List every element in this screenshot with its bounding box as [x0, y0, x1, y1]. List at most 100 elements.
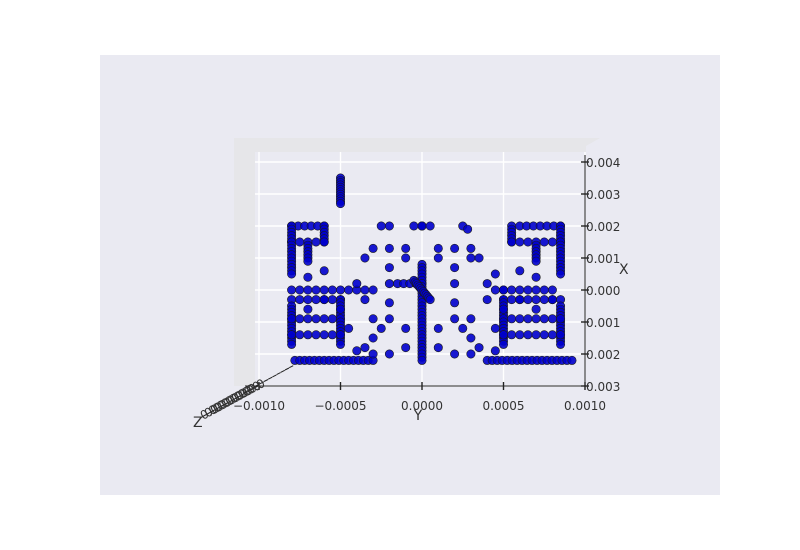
- data-point: [369, 350, 377, 358]
- data-point: [532, 257, 540, 265]
- data-point: [296, 295, 304, 303]
- data-point: [336, 305, 344, 313]
- data-point: [369, 286, 377, 294]
- data-point: [467, 315, 475, 323]
- data-point: [361, 343, 369, 351]
- data-point: [304, 315, 312, 323]
- data-point: [556, 315, 564, 323]
- data-point: [320, 331, 328, 339]
- data-point: [540, 286, 548, 294]
- data-point: [450, 299, 458, 307]
- z-axis-title: Z: [193, 415, 203, 431]
- y-axis-tick-label: 0.0005: [483, 399, 525, 413]
- data-point: [320, 286, 328, 294]
- data-point: [320, 315, 328, 323]
- data-point: [385, 299, 393, 307]
- data-point: [483, 279, 491, 287]
- x-axis-tick-label: 0.004: [586, 156, 620, 170]
- data-point: [516, 295, 524, 303]
- data-point: [385, 263, 393, 271]
- x-axis-title: X: [619, 262, 629, 278]
- data-point: [402, 254, 410, 262]
- data-point: [296, 315, 304, 323]
- x-axis-tick-label: 0.002: [586, 220, 620, 234]
- data-point: [532, 295, 540, 303]
- data-point: [507, 286, 515, 294]
- data-point: [287, 286, 295, 294]
- data-point: [524, 238, 532, 246]
- data-point: [516, 286, 524, 294]
- data-point: [402, 343, 410, 351]
- data-point: [507, 238, 515, 246]
- data-point: [361, 286, 369, 294]
- data-point: [336, 340, 344, 348]
- data-point: [426, 295, 434, 303]
- x-axis-tick-label: 0.003: [586, 380, 620, 394]
- data-point: [540, 238, 548, 246]
- data-point: [320, 267, 328, 275]
- data-point: [516, 315, 524, 323]
- data-point: [483, 295, 491, 303]
- data-point: [320, 295, 328, 303]
- data-point: [434, 324, 442, 332]
- data-point: [532, 315, 540, 323]
- data-point: [312, 286, 320, 294]
- data-point: [361, 295, 369, 303]
- data-point: [548, 315, 556, 323]
- data-point: [434, 244, 442, 252]
- data-point: [369, 244, 377, 252]
- data-point: [328, 286, 336, 294]
- data-point: [377, 222, 385, 230]
- data-point: [287, 315, 295, 323]
- data-point: [556, 340, 564, 348]
- data-point: [344, 286, 352, 294]
- data-point: [516, 267, 524, 275]
- data-point: [402, 324, 410, 332]
- data-point: [385, 279, 393, 287]
- data-point: [499, 340, 507, 348]
- data-point: [540, 315, 548, 323]
- data-point: [459, 324, 467, 332]
- x-axis-tick-label: 0.001: [586, 316, 620, 330]
- data-point: [491, 270, 499, 278]
- data-point: [450, 350, 458, 358]
- data-point: [556, 331, 564, 339]
- data-point: [548, 295, 556, 303]
- data-point: [418, 356, 426, 364]
- data-point: [328, 295, 336, 303]
- data-point: [499, 305, 507, 313]
- data-point: [450, 315, 458, 323]
- data-point: [467, 254, 475, 262]
- data-point: [336, 199, 344, 207]
- data-point: [418, 222, 426, 230]
- data-point: [475, 343, 483, 351]
- y-axis-title: Y: [413, 408, 423, 424]
- data-point: [434, 254, 442, 262]
- data-point: [548, 286, 556, 294]
- data-point: [524, 295, 532, 303]
- data-point: [467, 334, 475, 342]
- data-point: [304, 286, 312, 294]
- data-point: [287, 340, 295, 348]
- data-point: [499, 286, 507, 294]
- data-point: [540, 295, 548, 303]
- data-point: [434, 343, 442, 351]
- data-point: [516, 238, 524, 246]
- data-point: [385, 244, 393, 252]
- data-point: [450, 279, 458, 287]
- data-point: [426, 222, 434, 230]
- data-point: [296, 238, 304, 246]
- data-point: [328, 331, 336, 339]
- data-point: [304, 331, 312, 339]
- data-point: [532, 273, 540, 281]
- data-point: [516, 331, 524, 339]
- data-point: [296, 286, 304, 294]
- data-point: [463, 225, 471, 233]
- data-point: [507, 295, 515, 303]
- data-point: [524, 331, 532, 339]
- x-axis-tick-label: 0.001: [586, 252, 620, 266]
- data-point: [556, 270, 564, 278]
- data-point: [532, 331, 540, 339]
- x-axis-tick-label: 0.002: [586, 348, 620, 362]
